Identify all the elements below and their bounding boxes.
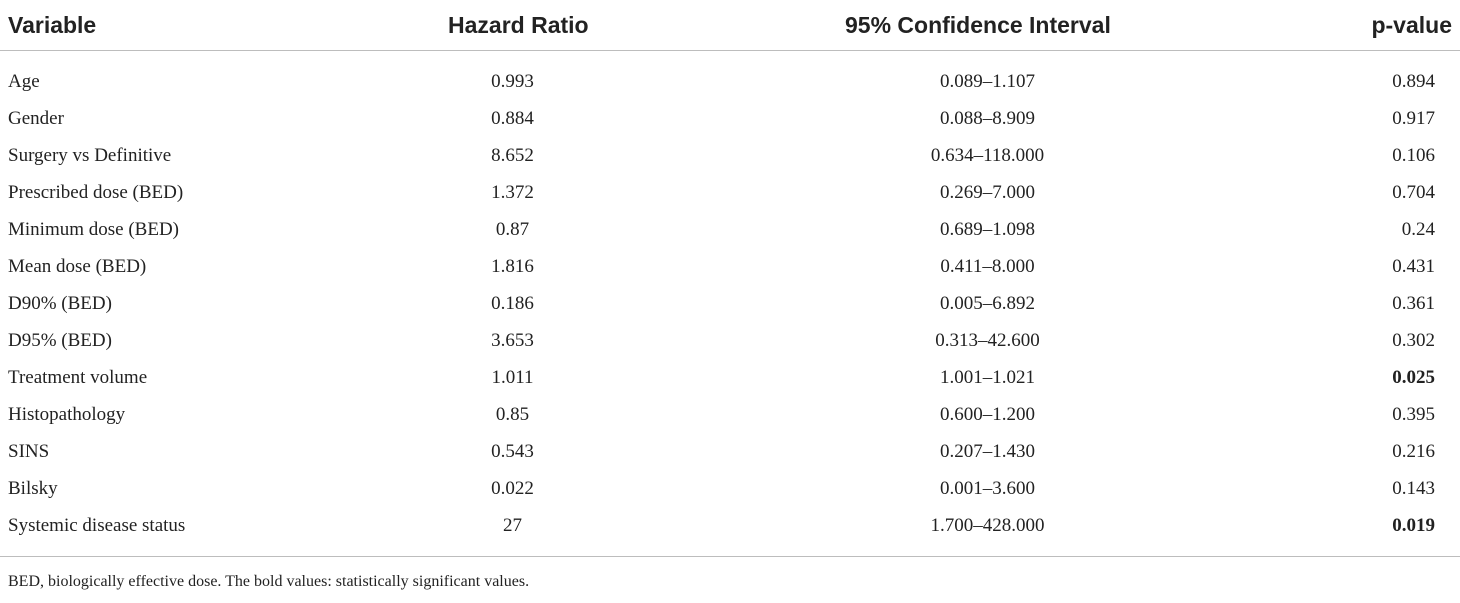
cell-p-value: 0.395: [1392, 403, 1435, 425]
cell-hazard-ratio: 1.372: [491, 181, 534, 203]
cell-p-value: 0.143: [1392, 477, 1435, 499]
cell-confidence-interval: 0.269–7.000: [940, 181, 1035, 203]
header-p-value: p-value: [1230, 0, 1460, 51]
table-row: D90% (BED) 0.186 0.005–6.892 0.361: [0, 285, 1460, 322]
cell-p-value: 0.019: [1230, 507, 1460, 557]
cell-variable: D90% (BED): [8, 292, 112, 314]
cell-hazard-ratio: 0.993: [491, 70, 534, 92]
cell-p-value: 0.431: [1392, 255, 1435, 277]
table-row: Age 0.993 0.089–1.107 0.894: [0, 51, 1460, 101]
table-row: Bilsky 0.022 0.001–3.600 0.143: [0, 470, 1460, 507]
cell-p-value: 0.216: [1392, 440, 1435, 462]
cell-hazard-ratio: 0.022: [491, 477, 534, 499]
cell-hazard-ratio: 0.87: [495, 218, 530, 240]
table-header: Variable Hazard Ratio 95% Confidence Int…: [0, 0, 1460, 51]
cell-hazard-ratio: 1.816: [491, 255, 534, 277]
cell-hazard-ratio: 0.186: [491, 292, 534, 314]
table-footnote: BED, biologically effective dose. The bo…: [8, 573, 530, 590]
cell-confidence-interval: 0.313–42.600: [935, 329, 1040, 351]
table-row: Minimum dose (BED) 0.87 0.689–1.098 0.24: [0, 211, 1460, 248]
cell-variable: SINS: [8, 440, 50, 462]
cell-variable: Bilsky: [8, 477, 58, 499]
cell-hazard-ratio: 0.543: [491, 440, 534, 462]
cell-variable: D95% (BED): [8, 329, 112, 351]
cell-hazard-ratio: 1.011: [491, 366, 534, 388]
hazard-ratio-table-container: Variable Hazard Ratio 95% Confidence Int…: [0, 0, 1460, 557]
cell-hazard-ratio: 0.85: [495, 403, 530, 425]
cell-confidence-interval: 1.700–428.000: [745, 507, 1230, 557]
cell-hazard-ratio: 8.652: [491, 144, 534, 166]
cell-variable: Treatment volume: [8, 366, 148, 388]
header-row: Variable Hazard Ratio 95% Confidence Int…: [0, 0, 1460, 51]
cell-p-value: 0.025: [1392, 366, 1435, 388]
cell-variable: Mean dose (BED): [8, 255, 147, 277]
cell-confidence-interval: 0.411–8.000: [940, 255, 1035, 277]
table-row: Systemic disease status 27 1.700–428.000 0.…: [0, 507, 1460, 557]
cell-variable: Prescribed dose (BED): [8, 181, 184, 203]
cell-variable: Surgery vs Definitive: [8, 144, 172, 166]
cell-variable: Minimum dose (BED): [8, 218, 179, 240]
cell-confidence-interval: 0.689–1.098: [940, 218, 1035, 240]
cell-p-value: 0.106: [1392, 144, 1435, 166]
cell-p-value: 0.917: [1392, 107, 1435, 129]
cell-confidence-interval: 0.207–1.430: [940, 440, 1035, 462]
table-row: Histopathology 0.85 0.600–1.200 0.395: [0, 396, 1460, 433]
table-row: Prescribed dose (BED) 1.372 0.269–7.000 0.7…: [0, 174, 1460, 211]
cell-p-value: 0.24: [1401, 218, 1435, 240]
cell-confidence-interval: 0.634–118.000: [930, 144, 1045, 166]
cell-hazard-ratio: 0.884: [491, 107, 534, 129]
cell-confidence-interval: 0.089–1.107: [940, 70, 1035, 92]
table-row: D95% (BED) 3.653 0.313–42.600 0.302: [0, 322, 1460, 359]
cell-confidence-interval: 0.001–3.600: [940, 477, 1035, 499]
cell-confidence-interval: 0.005–6.892: [940, 292, 1035, 314]
hazard-ratio-table: Variable Hazard Ratio 95% Confidence Int…: [0, 0, 1460, 557]
cell-confidence-interval: 1.001–1.021: [940, 366, 1035, 388]
cell-hazard-ratio: 27: [350, 507, 745, 557]
table-body: Age 0.993 0.089–1.107 0.894 Gender 0.884 0.088…: [0, 51, 1460, 557]
table-row: Gender 0.884 0.088–8.909 0.917: [0, 100, 1460, 137]
table-row: Mean dose (BED) 1.816 0.411–8.000 0.431: [0, 248, 1460, 285]
cell-variable: Histopathology: [8, 403, 126, 425]
cell-variable: Age: [8, 70, 40, 92]
header-confidence-interval: 95% Confidence Interval: [745, 0, 1230, 51]
table-row: Surgery vs Definitive 8.652 0.634–118.000 0…: [0, 137, 1460, 174]
header-hazard-ratio: Hazard Ratio: [350, 0, 745, 51]
cell-p-value: 0.361: [1392, 292, 1435, 314]
cell-confidence-interval: 0.088–8.909: [940, 107, 1035, 129]
cell-variable: Gender: [8, 107, 64, 129]
cell-p-value: 0.704: [1392, 181, 1435, 203]
cell-confidence-interval: 0.600–1.200: [940, 403, 1035, 425]
cell-p-value: 0.894: [1392, 70, 1435, 92]
cell-hazard-ratio: 3.653: [491, 329, 534, 351]
header-variable: Variable: [0, 0, 350, 51]
table-row: Treatment volume 1.011 1.001–1.021 0.025: [0, 359, 1460, 396]
cell-variable: Systemic disease status: [0, 507, 350, 557]
table-row: SINS 0.543 0.207–1.430 0.216: [0, 433, 1460, 470]
cell-p-value: 0.302: [1392, 329, 1435, 351]
